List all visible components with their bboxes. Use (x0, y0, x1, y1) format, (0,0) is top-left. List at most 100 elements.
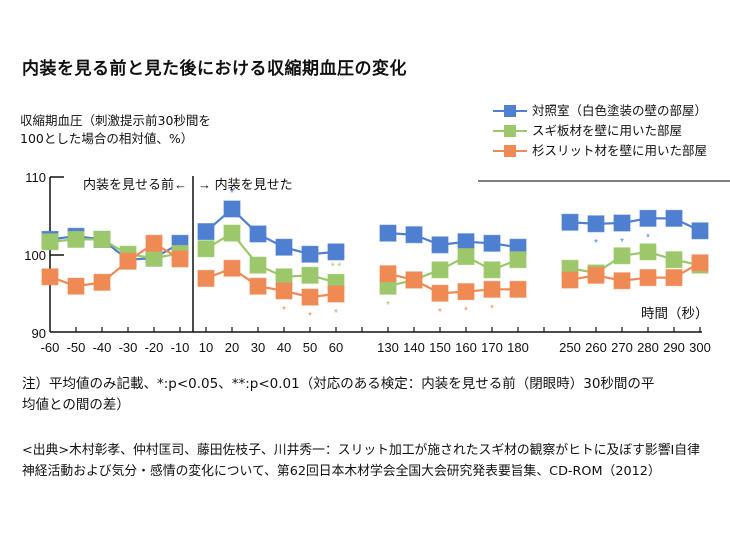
y-tick-label: 90 (32, 326, 46, 341)
before-annotation: 内装を見せる前← (83, 177, 187, 192)
data-point (405, 226, 423, 244)
x-tick-label: 40 (277, 340, 291, 355)
data-point (223, 259, 241, 277)
source-line-1: <出典>木村彰孝、仲村匡司、藤田佐枝子、川井秀一：スリット加工が施されたスギ材の… (22, 443, 700, 458)
series-markers-1: * * * (41, 224, 709, 311)
x-tick-label: 150 (429, 340, 451, 355)
data-point (379, 224, 397, 242)
data-point (665, 269, 683, 287)
significance-mark: * (386, 300, 390, 311)
significance-mark: * (334, 308, 338, 319)
x-tick-label: 60 (329, 340, 343, 355)
data-point (587, 215, 605, 233)
data-point (509, 280, 527, 298)
legend-item-cedar-board: スギ板材を壁に用いた部屋 (493, 121, 707, 141)
data-point (145, 249, 163, 267)
data-point (639, 269, 657, 287)
chart-title: 内装を見る前と見た後における収縮期血圧の変化 (22, 59, 407, 79)
legend-marker-icon (493, 125, 527, 137)
data-point (41, 268, 59, 286)
source-line-2: 神経活動および気分・感情の変化について、第62回日本木材学会全国大会研究発表要旨… (22, 464, 661, 479)
data-point (613, 247, 631, 265)
x-tick-label: -40 (93, 340, 112, 355)
data-point (119, 252, 137, 270)
data-point (67, 277, 85, 295)
data-point (301, 288, 319, 306)
data-point (145, 234, 163, 252)
data-point (509, 251, 527, 269)
data-point (483, 234, 501, 252)
significance-mark: * (438, 307, 442, 318)
significance-mark: * (230, 188, 234, 199)
data-point (431, 261, 449, 279)
legend-label: 対照室（白色塗装の壁の部屋） (532, 103, 708, 118)
footnote-line-2: 均値との間の差） (22, 397, 130, 413)
x-tick-label: 30 (251, 340, 265, 355)
data-point (197, 223, 215, 241)
data-point (639, 209, 657, 227)
y-tick-label: 110 (25, 170, 46, 185)
y-axis-label: 収縮期血圧（刺激提示前30秒間を 100とした場合の相対値、%） (20, 112, 211, 148)
significance-mark: * (490, 303, 494, 314)
significance-mark: * * (331, 261, 342, 272)
x-tick-label: 160 (455, 340, 477, 355)
x-tick-label: 250 (559, 340, 581, 355)
data-point (483, 261, 501, 279)
data-point (613, 214, 631, 232)
legend-marker-icon (493, 105, 527, 117)
x-tick-label: -10 (171, 340, 190, 355)
significance-mark: * (620, 237, 624, 248)
data-point (327, 285, 345, 303)
legend-item-cedar-slit: 杉スリット材を壁に用いた部屋 (493, 141, 707, 161)
data-point (431, 236, 449, 254)
x-tick-label: -50 (67, 340, 86, 355)
y-axis-label-line-2: 100とした場合の相対値、%） (20, 131, 194, 146)
x-tick-label: 300 (689, 340, 711, 355)
x-tick-label: -60 (41, 340, 60, 355)
x-tick-label: 170 (481, 340, 503, 355)
data-point (249, 256, 267, 274)
data-point (457, 233, 475, 251)
x-tick-label: 260 (585, 340, 607, 355)
data-point (483, 280, 501, 298)
data-point (379, 265, 397, 283)
data-point (197, 269, 215, 287)
x-tick-label: -30 (119, 340, 138, 355)
y-tick-label: 100 (24, 248, 46, 263)
legend: 対照室（白色塗装の壁の部屋） スギ板材を壁に用いた部屋 杉スリット材を壁に用いた… (493, 101, 707, 161)
x-tick-label: 280 (637, 340, 659, 355)
series-markers-2: * * * * * * (41, 234, 709, 322)
legend-label: 杉スリット材を壁に用いた部屋 (532, 143, 708, 158)
data-point (275, 238, 293, 256)
data-point (93, 230, 111, 248)
significance-mark: * (282, 305, 286, 316)
significance-mark: * (594, 238, 598, 249)
legend-label: スギ板材を壁に用いた部屋 (532, 123, 683, 138)
data-point (691, 222, 709, 240)
x-tick-label: -20 (145, 340, 164, 355)
data-point (327, 243, 345, 261)
x-tick-label: 50 (303, 340, 317, 355)
footnote: 注）平均値のみ記載、*:p<0.05、**:p<0.01（対応のある検定：内装を… (22, 374, 722, 416)
data-point (457, 283, 475, 301)
x-tick-label: 270 (611, 340, 633, 355)
data-point (223, 200, 241, 218)
after-annotation: → 内装を見せた (198, 177, 293, 192)
data-point (431, 284, 449, 302)
y-axis-label-line-1: 収縮期血圧（刺激提示前30秒間を (20, 113, 211, 128)
data-point (275, 282, 293, 300)
data-point (93, 273, 111, 291)
x-tick-label: 140 (403, 340, 425, 355)
data-point (67, 230, 85, 248)
data-point (691, 254, 709, 272)
data-point (665, 251, 683, 269)
series-layer: * * * * * * * * * * * * * (41, 188, 709, 322)
footnote-line-1: 注）平均値のみ記載、*:p<0.05、**:p<0.01（対応のある検定：内装を… (22, 376, 655, 392)
data-point (41, 233, 59, 251)
data-point (171, 250, 189, 268)
significance-mark: * (308, 311, 312, 322)
series-markers-0: * * * * (41, 188, 709, 269)
source-citation: <出典>木村彰孝、仲村匡司、藤田佐枝子、川井秀一：スリット加工が施されたスギ材の… (22, 440, 727, 482)
axes: 90 100 110 -60 -50 -40 -30 -20 -10 10 20 30 40 50 60 13… (24, 170, 711, 355)
